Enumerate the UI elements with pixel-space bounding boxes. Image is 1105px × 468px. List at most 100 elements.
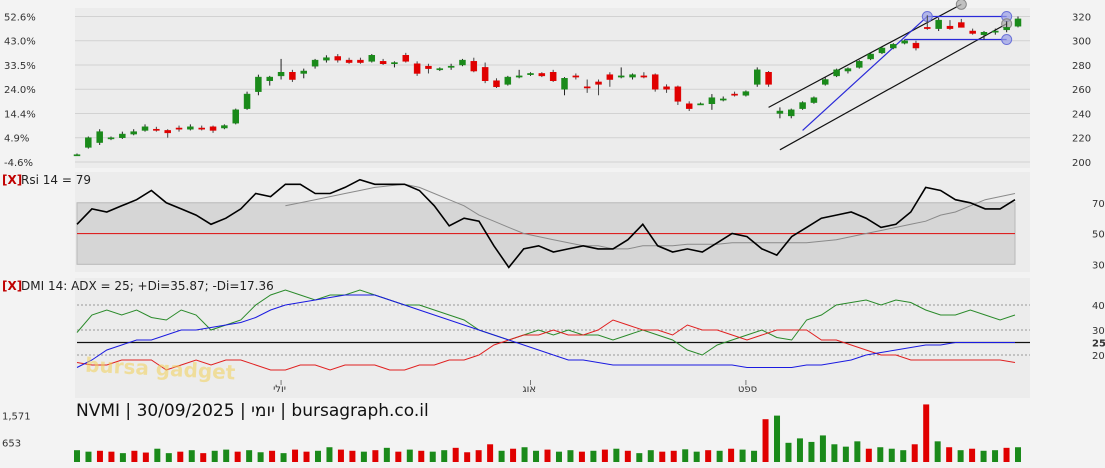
volume-bar [406, 449, 413, 462]
candle-body [561, 78, 568, 90]
volume-bar [716, 450, 723, 462]
volume-bar [659, 451, 666, 462]
volume-bar [337, 449, 344, 462]
volume-bar [670, 450, 677, 462]
volume-bar [911, 444, 918, 462]
candle-body [515, 75, 523, 78]
candle-body [980, 31, 988, 35]
price-right-tick: 240 [1072, 109, 1091, 120]
candle-body [572, 75, 580, 78]
candle-body [890, 44, 897, 49]
volume-bar [705, 450, 712, 462]
price-left-tick: 33.5% [4, 61, 36, 72]
candle-body [844, 68, 852, 72]
candle-body [436, 68, 444, 71]
volume-bar [314, 450, 321, 462]
volume-bar [1003, 447, 1010, 462]
volume-bar [487, 444, 494, 462]
volume-bar [785, 442, 792, 462]
volume-bar [521, 447, 528, 462]
volume-bar [601, 449, 608, 462]
volume-bar [842, 446, 849, 462]
volume-bar [946, 447, 953, 462]
candle-body [924, 27, 931, 29]
volume-bar [1015, 447, 1021, 462]
x-axis-label: אוג [522, 384, 536, 395]
candle-body [470, 61, 478, 72]
dmi-label: DMI 14: ADX = 25; +Di=35.87; -Di=17.36 [21, 279, 274, 293]
dmi-tick: 30 [1092, 326, 1105, 337]
volume-bar [418, 450, 425, 462]
volume-bar [452, 447, 459, 462]
candle-body [595, 81, 602, 85]
price-panel-bg [75, 8, 1030, 168]
candle-body [277, 71, 285, 77]
volume-bar [682, 449, 689, 462]
candle-body [413, 63, 421, 74]
candle-body [878, 47, 886, 54]
volume-bar [441, 450, 448, 462]
dmi-tick: 25 [1092, 339, 1105, 350]
footer-title: NVMI | 30/09/2025 | יומי | bursagraph.co… [76, 401, 429, 421]
x-axis-label: יולי [273, 384, 286, 395]
volume-bar [992, 450, 999, 462]
channel-lower-line [779, 23, 1007, 151]
volume-bar [888, 448, 895, 462]
candle-body [742, 91, 750, 96]
volume-bar [131, 450, 138, 462]
candle-body [685, 103, 693, 109]
dmi-panel-bg [75, 278, 1030, 398]
candle-body [527, 73, 534, 75]
volume-bar [808, 441, 815, 462]
candle-body [958, 22, 965, 28]
candle-body [300, 70, 307, 74]
price-left-tick: 52.6% [4, 12, 36, 23]
candle-body [130, 131, 137, 135]
candle-body [606, 74, 614, 80]
volume-bar [865, 448, 872, 462]
candle-body [856, 61, 863, 68]
volume-bar [303, 451, 310, 462]
trend-handle [1001, 34, 1013, 46]
volume-bar [647, 450, 654, 462]
dmi-close-button[interactable]: [X] [2, 279, 22, 293]
x-axis-label: ספט [738, 384, 757, 395]
candle-body [719, 98, 727, 101]
candle-body [243, 93, 251, 109]
volume-bar [464, 452, 471, 462]
rsi-tick: 70 [1092, 199, 1105, 210]
volume-bar [578, 451, 585, 462]
volume-bar [590, 450, 597, 462]
volume-tick: 1,571 [2, 412, 31, 423]
volume-bar [280, 453, 287, 462]
rsi-close-button[interactable]: [X] [2, 173, 22, 187]
candle-body [323, 57, 330, 61]
volume-bar [269, 450, 276, 462]
volume-tick: 653 [2, 439, 21, 450]
candle-body [493, 80, 500, 88]
volume-bar [969, 448, 976, 462]
candle-body [379, 61, 387, 65]
volume-bar [119, 453, 126, 462]
candle-body [255, 76, 262, 92]
price-left-tick: -4.6% [4, 158, 33, 169]
candle-body [549, 71, 557, 81]
volume-bar [934, 441, 941, 462]
candle-body [345, 59, 353, 63]
rsi-tick: 50 [1092, 230, 1105, 241]
candle-body [459, 59, 466, 66]
candle-body [969, 30, 976, 34]
volume-bar [923, 404, 930, 462]
candle-body [583, 86, 591, 89]
volume-bar [774, 415, 781, 462]
candle-body [901, 40, 908, 44]
candle-body [107, 137, 115, 140]
volume-bar [693, 451, 700, 462]
volume-bar [372, 450, 379, 462]
trend-handle [955, 0, 967, 10]
volume-bar [624, 450, 631, 462]
volume-bar [96, 450, 103, 462]
candle-body [946, 25, 954, 29]
candle-body [266, 76, 273, 81]
